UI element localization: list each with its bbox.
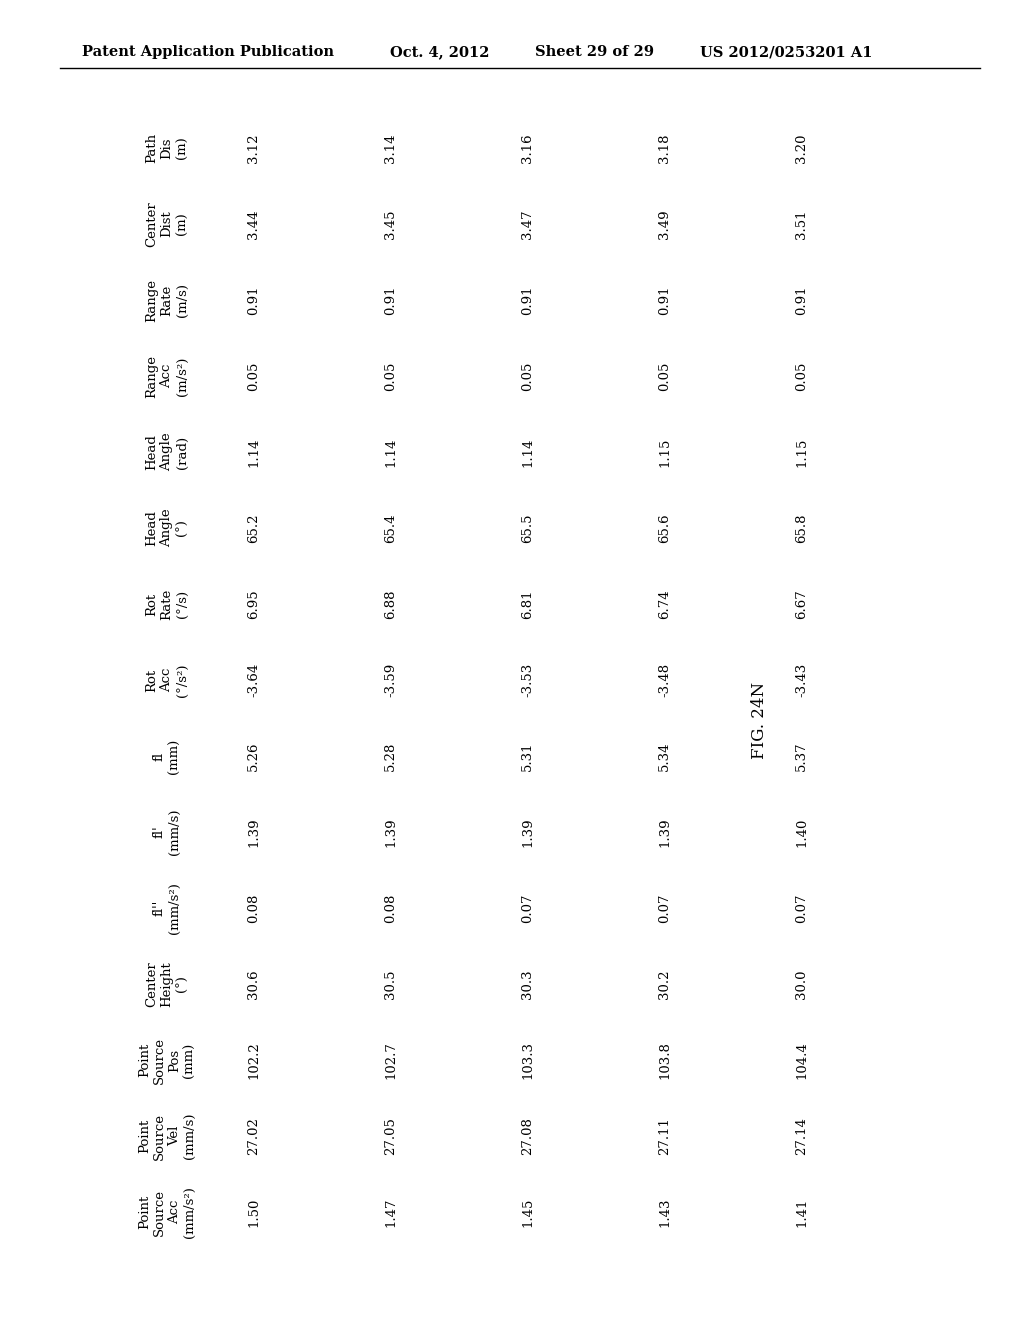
Text: 3.14: 3.14 (384, 133, 397, 162)
Text: Point
Source
Pos
(mm): Point Source Pos (mm) (138, 1036, 196, 1084)
Text: -3.48: -3.48 (658, 663, 671, 697)
Text: 0.05: 0.05 (521, 362, 534, 391)
Text: fl
(mm): fl (mm) (153, 738, 181, 774)
Text: 0.91: 0.91 (521, 285, 534, 314)
Text: -3.43: -3.43 (795, 663, 808, 697)
Text: 3.47: 3.47 (521, 209, 534, 239)
Text: 0.05: 0.05 (658, 362, 671, 391)
Text: FIG. 24N: FIG. 24N (752, 681, 768, 759)
Text: Oct. 4, 2012: Oct. 4, 2012 (390, 45, 489, 59)
Text: 3.44: 3.44 (247, 210, 260, 239)
Text: Point
Source
Acc
(mm/s²): Point Source Acc (mm/s²) (138, 1187, 196, 1238)
Text: 30.0: 30.0 (795, 969, 808, 999)
Text: Head
Angle
(rad): Head Angle (rad) (145, 433, 188, 471)
Text: -3.59: -3.59 (384, 663, 397, 697)
Text: 0.05: 0.05 (247, 362, 260, 391)
Text: 30.3: 30.3 (521, 969, 534, 999)
Text: 0.07: 0.07 (658, 894, 671, 923)
Text: Rot
Acc
(°/s²): Rot Acc (°/s²) (145, 663, 188, 697)
Text: 0.07: 0.07 (795, 894, 808, 923)
Text: 3.16: 3.16 (521, 133, 534, 162)
Text: 1.39: 1.39 (658, 817, 671, 847)
Text: 1.40: 1.40 (795, 817, 808, 846)
Text: 27.05: 27.05 (384, 1117, 397, 1155)
Text: 104.4: 104.4 (795, 1041, 808, 1078)
Text: 3.12: 3.12 (247, 133, 260, 162)
Text: 5.37: 5.37 (795, 742, 808, 771)
Text: Patent Application Publication: Patent Application Publication (82, 45, 334, 59)
Text: 1.14: 1.14 (247, 437, 260, 467)
Text: 103.8: 103.8 (658, 1041, 671, 1078)
Text: 65.6: 65.6 (658, 513, 671, 543)
Text: fl'
(mm/s): fl' (mm/s) (153, 809, 181, 855)
Text: 65.8: 65.8 (795, 513, 808, 543)
Text: 5.26: 5.26 (247, 742, 260, 771)
Text: Point
Source
Vel
(mm/s): Point Source Vel (mm/s) (138, 1113, 196, 1159)
Text: 102.2: 102.2 (247, 1041, 260, 1078)
Text: 1.15: 1.15 (795, 437, 808, 467)
Text: 103.3: 103.3 (521, 1041, 534, 1078)
Text: 0.91: 0.91 (384, 285, 397, 314)
Text: 27.02: 27.02 (247, 1117, 260, 1155)
Text: 6.67: 6.67 (795, 589, 808, 619)
Text: 5.34: 5.34 (658, 742, 671, 771)
Text: 3.18: 3.18 (658, 133, 671, 162)
Text: 6.88: 6.88 (384, 589, 397, 619)
Text: Path
Dis
(m): Path Dis (m) (145, 133, 188, 164)
Text: 0.07: 0.07 (521, 894, 534, 923)
Text: -3.64: -3.64 (247, 663, 260, 697)
Text: Range
Rate
(m/s): Range Rate (m/s) (145, 279, 188, 322)
Text: 6.95: 6.95 (247, 589, 260, 619)
Text: 1.14: 1.14 (384, 437, 397, 467)
Text: 0.91: 0.91 (658, 285, 671, 314)
Text: 30.2: 30.2 (658, 969, 671, 999)
Text: 1.50: 1.50 (247, 1197, 260, 1226)
Text: Head
Angle
(°): Head Angle (°) (145, 508, 188, 548)
Text: Sheet 29 of 29: Sheet 29 of 29 (535, 45, 654, 59)
Text: 0.05: 0.05 (384, 362, 397, 391)
Text: 1.47: 1.47 (384, 1197, 397, 1226)
Text: 1.39: 1.39 (384, 817, 397, 847)
Text: 3.51: 3.51 (795, 210, 808, 239)
Text: 27.11: 27.11 (658, 1117, 671, 1155)
Text: 65.2: 65.2 (247, 513, 260, 543)
Text: 3.49: 3.49 (658, 209, 671, 239)
Text: 0.91: 0.91 (247, 285, 260, 314)
Text: 27.08: 27.08 (521, 1117, 534, 1155)
Text: Range
Acc
(m/s²): Range Acc (m/s²) (145, 355, 188, 397)
Text: 1.15: 1.15 (658, 437, 671, 467)
Text: 1.43: 1.43 (658, 1197, 671, 1226)
Text: 6.74: 6.74 (658, 589, 671, 619)
Text: 3.20: 3.20 (795, 133, 808, 162)
Text: 5.28: 5.28 (384, 742, 397, 771)
Text: fl''
(mm/s²): fl'' (mm/s²) (153, 882, 181, 935)
Text: 27.14: 27.14 (795, 1117, 808, 1155)
Text: 3.45: 3.45 (384, 210, 397, 239)
Text: 5.31: 5.31 (521, 742, 534, 771)
Text: 102.7: 102.7 (384, 1041, 397, 1078)
Text: 65.5: 65.5 (521, 513, 534, 543)
Text: 1.39: 1.39 (521, 817, 534, 847)
Text: 1.14: 1.14 (521, 437, 534, 467)
Text: Center
Dist
(m): Center Dist (m) (145, 201, 188, 247)
Text: -3.53: -3.53 (521, 663, 534, 697)
Text: 0.08: 0.08 (384, 894, 397, 923)
Text: 1.39: 1.39 (247, 817, 260, 847)
Text: 1.45: 1.45 (521, 1197, 534, 1226)
Text: US 2012/0253201 A1: US 2012/0253201 A1 (700, 45, 872, 59)
Text: 0.08: 0.08 (247, 894, 260, 923)
Text: 0.91: 0.91 (795, 285, 808, 314)
Text: 30.6: 30.6 (247, 969, 260, 999)
Text: 30.5: 30.5 (384, 969, 397, 999)
Text: 6.81: 6.81 (521, 589, 534, 619)
Text: 65.4: 65.4 (384, 513, 397, 543)
Text: 0.05: 0.05 (795, 362, 808, 391)
Text: Rot
Rate
(°/s): Rot Rate (°/s) (145, 589, 188, 619)
Text: 1.41: 1.41 (795, 1197, 808, 1226)
Text: Center
Height
(°): Center Height (°) (145, 961, 188, 1007)
